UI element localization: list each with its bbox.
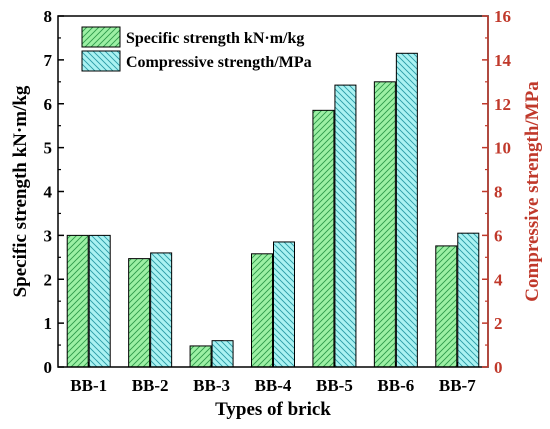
bar-bb-6-specific-strength xyxy=(373,81,396,368)
left-tick-label: 4 xyxy=(44,183,53,202)
x-tick-label: BB-3 xyxy=(193,376,230,395)
bar-bb-5-compressive-strength xyxy=(334,84,357,368)
bar-bb-7-specific-strength xyxy=(435,245,458,368)
bar-bb-2-specific-strength xyxy=(128,258,151,368)
right-tick-label: 12 xyxy=(494,95,511,114)
bar-bb-5-specific-strength xyxy=(312,109,335,368)
left-tick-label: 8 xyxy=(44,7,53,26)
left-tick-label: 5 xyxy=(44,139,53,158)
right-tick-label: 16 xyxy=(494,7,511,26)
bar-bb-3-compressive-strength xyxy=(211,340,234,368)
right-tick-label: 4 xyxy=(494,270,503,289)
left-tick-label: 3 xyxy=(44,226,53,245)
left-tick-label: 1 xyxy=(44,314,53,333)
left-axis-ticks: 0 1 2 3 4 5 6 7 8 xyxy=(44,7,64,377)
left-tick-label: 0 xyxy=(44,358,53,377)
bars-group xyxy=(66,52,480,368)
legend-label-specific-strength: Specific strength kN·m/kg xyxy=(126,30,304,47)
x-tick-label: BB-4 xyxy=(255,376,292,395)
left-tick-label: 2 xyxy=(44,270,53,289)
right-axis-ticks: 0 2 4 6 8 10 12 14 16 xyxy=(482,7,512,377)
x-axis-ticks: BB-1 BB-2 BB-3 BB-4 BB-5 BB-6 BB-7 xyxy=(70,362,476,395)
left-tick-label: 6 xyxy=(44,95,53,114)
legend-swatch-compressive-strength xyxy=(81,50,121,72)
x-tick-label: BB-5 xyxy=(316,376,353,395)
left-axis-title: Specific strength kN·m/kg xyxy=(10,85,31,297)
right-axis-title: Compressive strength/MPa xyxy=(522,81,543,302)
bar-bb-2-compressive-strength xyxy=(150,252,173,368)
right-tick-label: 2 xyxy=(494,314,503,333)
x-tick-label: BB-6 xyxy=(377,376,414,395)
bar-bb-4-specific-strength xyxy=(251,253,273,368)
left-tick-label: 7 xyxy=(44,51,53,70)
legend: Specific strength kN·m/kg Compressive st… xyxy=(81,26,312,72)
bar-bb-1-compressive-strength xyxy=(88,234,111,368)
legend-swatch-specific-strength xyxy=(81,26,121,48)
x-tick-label: BB-1 xyxy=(70,376,107,395)
right-tick-label: 8 xyxy=(494,183,503,202)
bar-bb-6-compressive-strength xyxy=(395,52,418,368)
right-tick-label: 6 xyxy=(494,226,503,245)
bar-bb-1-specific-strength xyxy=(66,234,89,368)
legend-label-compressive-strength: Compressive strength/MPa xyxy=(126,54,312,71)
bar-bb-7-compressive-strength xyxy=(457,232,480,368)
x-tick-label: BB-7 xyxy=(439,376,476,395)
bar-bb-4-compressive-strength xyxy=(273,241,295,368)
x-axis-title: Types of brick xyxy=(215,399,331,420)
bar-bb-3-specific-strength xyxy=(189,345,212,368)
right-tick-label: 10 xyxy=(494,139,511,158)
right-tick-label: 14 xyxy=(494,51,512,70)
x-tick-label: BB-2 xyxy=(132,376,169,395)
right-tick-label: 0 xyxy=(494,358,503,377)
